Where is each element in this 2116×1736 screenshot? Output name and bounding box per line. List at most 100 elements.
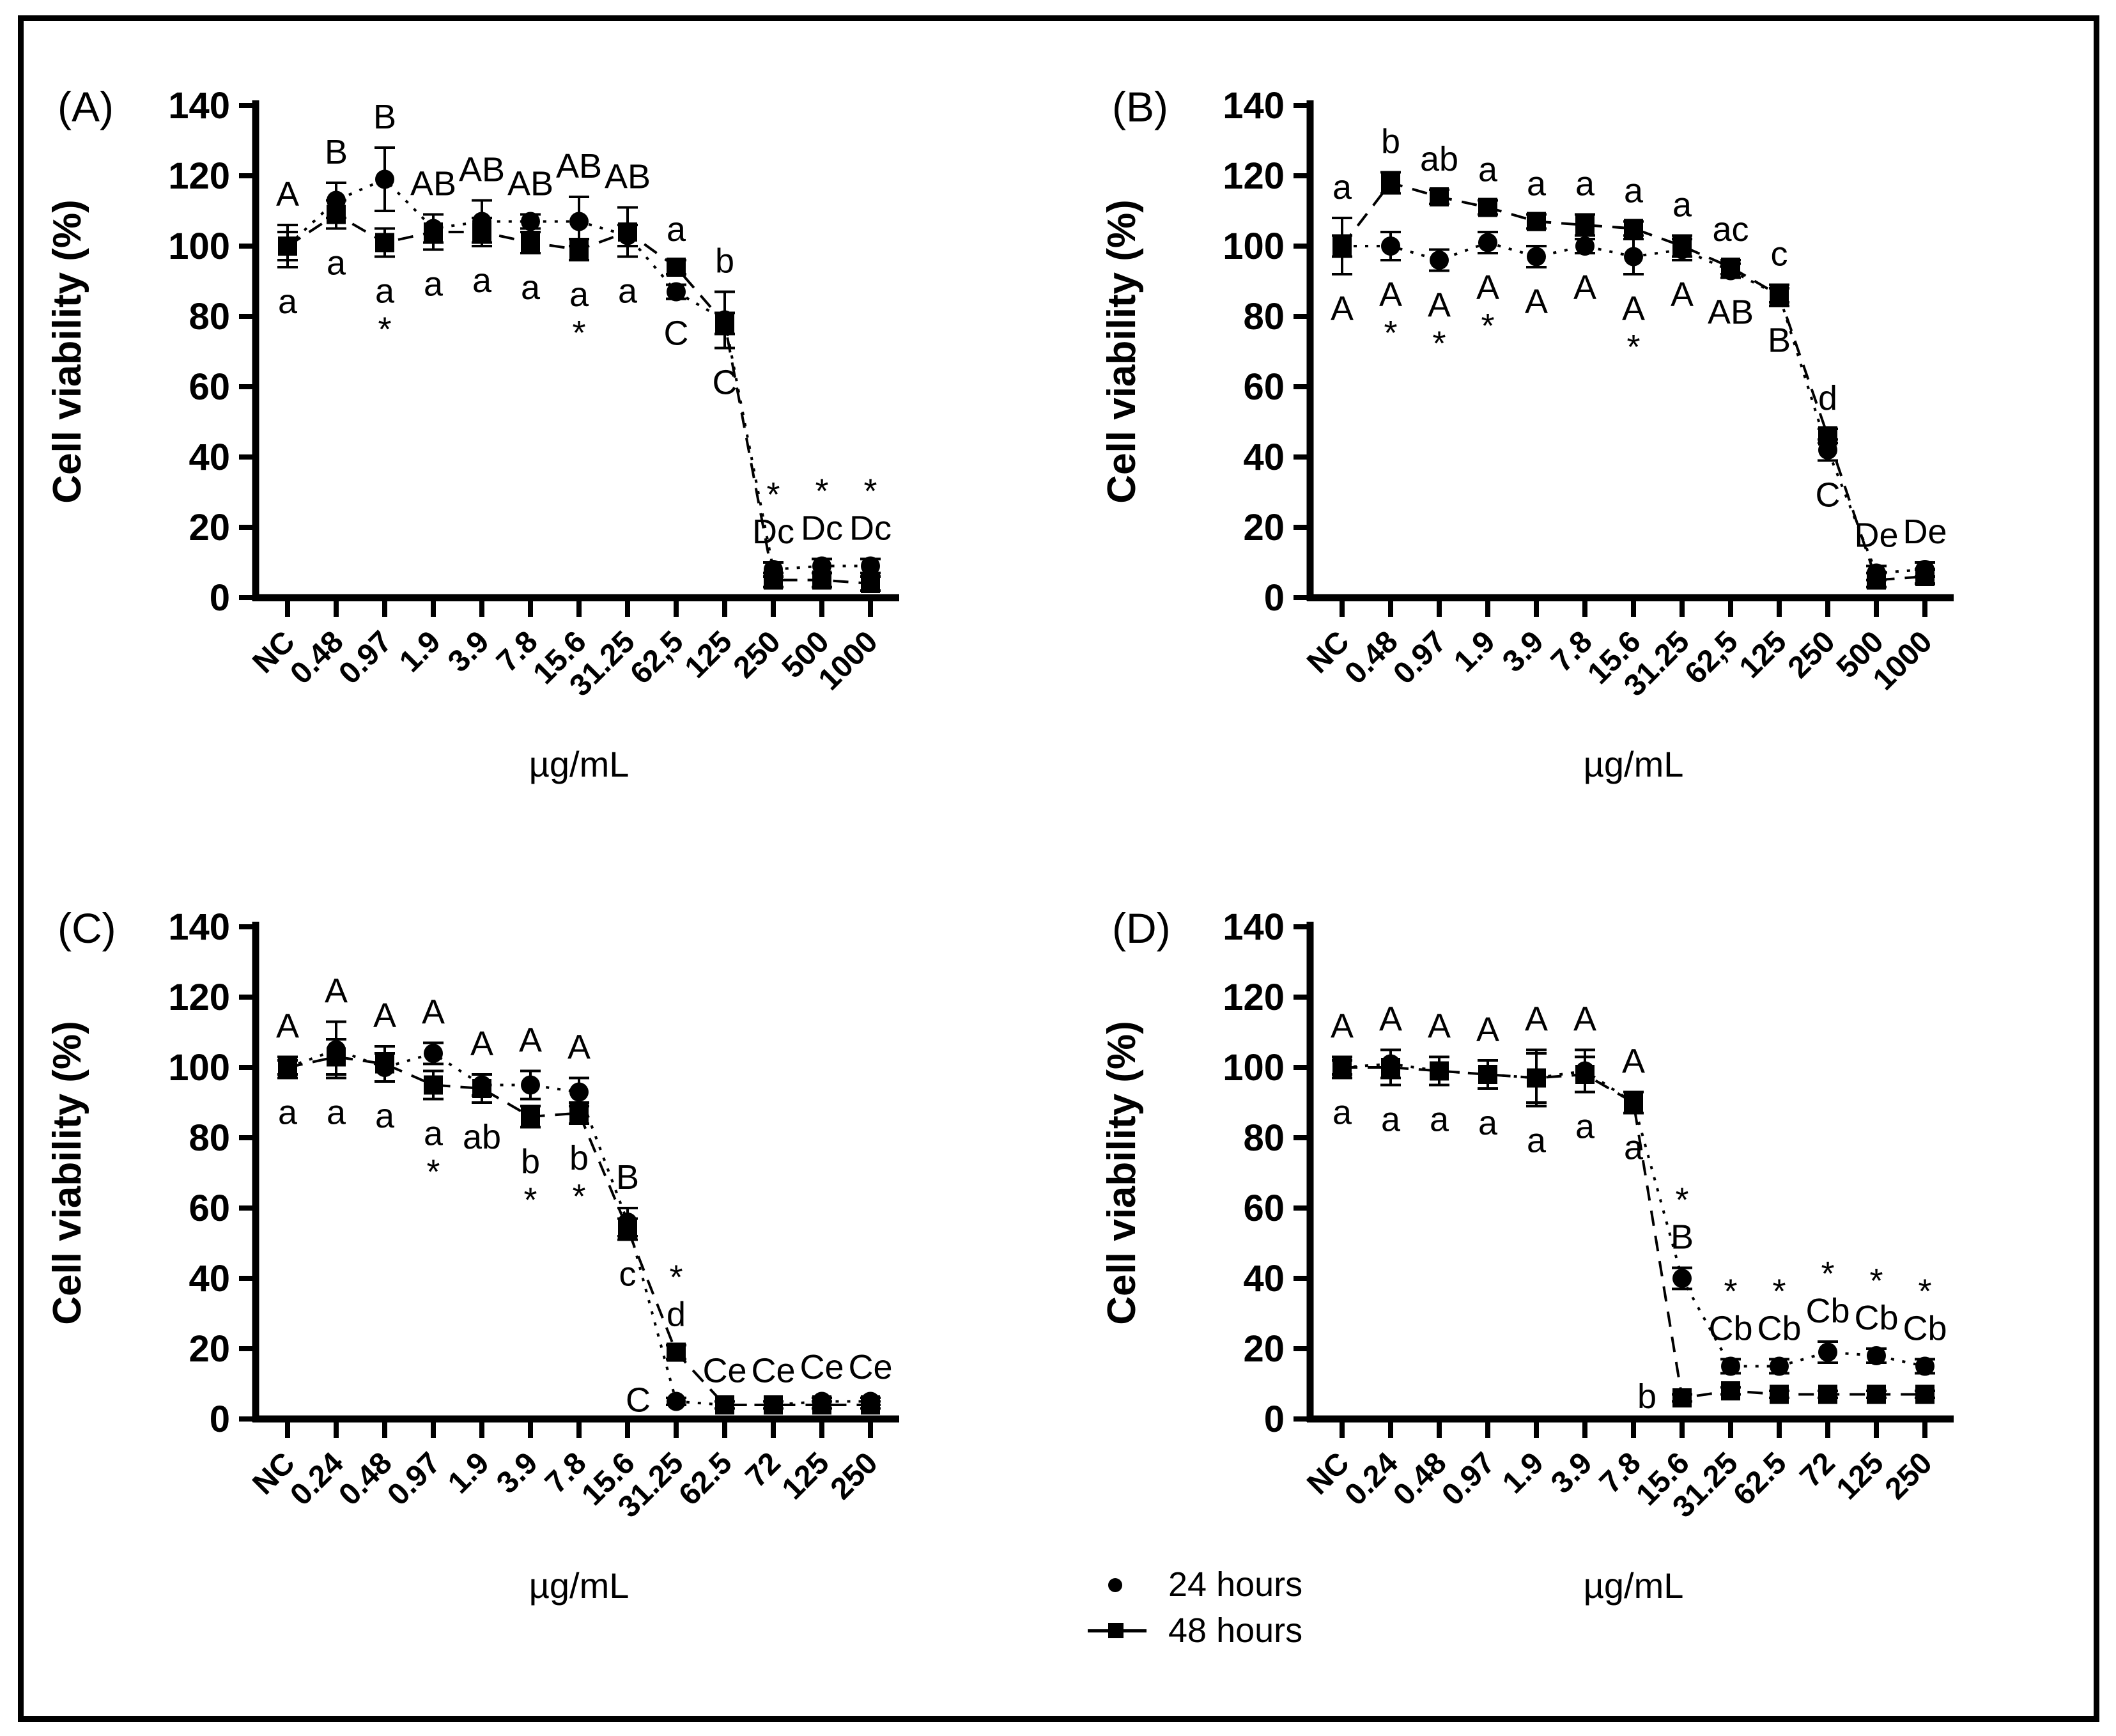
marker-square xyxy=(1332,1058,1352,1077)
annotation-below: A xyxy=(1428,286,1451,325)
x-axis-title: µg/mL xyxy=(1584,744,1684,784)
x-tick-label: 0.48 xyxy=(1338,624,1405,691)
marker-square xyxy=(1430,1061,1449,1081)
x-tick-label: 1.9 xyxy=(442,1446,496,1500)
marker-square xyxy=(375,233,394,252)
annotation-above: De xyxy=(1903,513,1947,551)
annotation-below: a xyxy=(424,265,444,304)
annotation-below: C xyxy=(1816,476,1841,515)
x-tick-label: 0.48 xyxy=(284,624,350,691)
annotation-below: C xyxy=(713,364,738,402)
marker-square xyxy=(618,1220,637,1239)
annotation-above: De xyxy=(1854,516,1898,555)
annotation-above: B xyxy=(1671,1218,1694,1257)
annotation-below: a xyxy=(1381,1101,1401,1139)
annotation-below: AB xyxy=(1708,293,1754,332)
y-tick-label: 40 xyxy=(1243,437,1285,478)
annotation-below: a xyxy=(278,1094,298,1132)
x-tick-label: 62,5 xyxy=(624,624,690,691)
annotation-above: * xyxy=(815,472,828,511)
annotation-above: * xyxy=(1918,1273,1931,1311)
x-tick-label: 0.97 xyxy=(332,624,399,691)
marker-circle xyxy=(1770,1356,1789,1376)
x-tick-label: 62.5 xyxy=(672,1446,739,1512)
marker-square xyxy=(1721,1381,1740,1400)
annotation-above: b xyxy=(715,242,734,281)
y-tick-label: 100 xyxy=(168,226,230,267)
annotation-above: b xyxy=(1381,123,1400,161)
y-tick-label: 60 xyxy=(1243,1188,1285,1229)
marker-square xyxy=(1672,1388,1692,1407)
annotation-above: c xyxy=(1771,235,1788,274)
annotation-above: A xyxy=(1476,1011,1499,1049)
x-tick-label: 125 xyxy=(679,624,739,685)
square-marker-icon xyxy=(1086,1621,1150,1640)
annotation-below: a xyxy=(327,1094,346,1132)
annotation-above: A xyxy=(1573,1000,1596,1039)
marker-square xyxy=(1527,212,1546,231)
y-tick-label: 120 xyxy=(168,977,230,1018)
annotation-above: d xyxy=(667,1296,686,1334)
annotation-above: Ce xyxy=(799,1348,844,1386)
annotation-above: A xyxy=(276,175,299,213)
x-tick-label: 3.9 xyxy=(1496,624,1550,679)
x-tick-label: 250 xyxy=(1782,624,1842,685)
annotation-below: A xyxy=(1573,268,1596,307)
marker-square xyxy=(327,1047,346,1067)
marker-square xyxy=(472,222,491,242)
annotation-above: a xyxy=(1575,165,1595,203)
annotation-above: a xyxy=(1527,165,1547,203)
annotation-below: a xyxy=(327,244,346,283)
annotation-below: a xyxy=(375,272,395,311)
legend: 24 hours 48 hours xyxy=(1086,1565,1302,1666)
marker-square xyxy=(569,1103,589,1123)
annotation-below: A xyxy=(1476,268,1499,307)
legend-label-24h: 24 hours xyxy=(1168,1565,1303,1604)
x-tick-label: 0.24 xyxy=(284,1446,350,1512)
x-tick-label: 0.97 xyxy=(1435,1446,1502,1512)
y-tick-label: 100 xyxy=(1223,1047,1285,1089)
panel-C: (C) 0 20 40 60 80 100 120 140 NC 0.24 0.48 0.97 1.9 3.… xyxy=(26,856,1061,1707)
marker-square xyxy=(424,222,443,242)
marker-square xyxy=(1770,1384,1789,1404)
x-tick-label: 0.48 xyxy=(332,1446,399,1512)
y-tick-label: 80 xyxy=(1243,296,1285,337)
annotation-above: Ce xyxy=(702,1352,746,1390)
marker-square xyxy=(278,236,297,256)
annotation-below: A xyxy=(1379,275,1402,314)
annotation-above: A xyxy=(1622,1042,1645,1081)
marker-circle xyxy=(424,1044,443,1063)
y-tick-label: 20 xyxy=(189,1328,230,1370)
annotation-below: a xyxy=(1332,1094,1352,1132)
panel-B: (B) 0 20 40 60 80 100 120 140 NC 0.48 0.97 1.9 3.9 7.8… xyxy=(1080,35,2115,885)
panel-A: (A) 0 20 40 60 80 100 120 140 NC 0.48 0.97 1.9 3.9 7.8… xyxy=(26,35,1061,885)
figure-border xyxy=(18,15,2099,1722)
y-tick-label: 0 xyxy=(1264,1399,1285,1440)
x-tick-label: 3.9 xyxy=(442,624,496,679)
annotation-above: Ce xyxy=(751,1352,795,1390)
annotation-above: * xyxy=(766,476,780,514)
y-tick-label: 140 xyxy=(1223,85,1285,127)
y-tick-label: 20 xyxy=(189,507,230,548)
y-tick-label: 140 xyxy=(168,85,230,127)
marker-circle xyxy=(569,1082,589,1102)
annotation-above: a xyxy=(1332,168,1352,206)
annotation-below: a xyxy=(1575,1108,1595,1146)
annotation-above: Cb xyxy=(1757,1310,1801,1348)
annotation-above: A xyxy=(422,993,445,1032)
annotation-above: Cb xyxy=(1708,1310,1752,1348)
panel-B-chart: (B)020406080100120140NC0.480.971.93.97.8… xyxy=(1100,83,1954,784)
marker-square xyxy=(1478,1065,1497,1084)
y-tick-label: 120 xyxy=(1223,155,1285,197)
marker-square xyxy=(424,1075,443,1095)
annotation-below: b xyxy=(569,1139,589,1177)
marker-square xyxy=(1381,173,1400,192)
y-tick-label: 20 xyxy=(1243,507,1285,548)
marker-square xyxy=(861,574,880,593)
annotation-above: Cb xyxy=(1854,1299,1898,1337)
panel-C-chart: (C)020406080100120140NC0.240.480.971.93.… xyxy=(45,904,899,1606)
marker-square xyxy=(375,1054,394,1074)
y-tick-label: 60 xyxy=(189,1188,230,1229)
annotation-below: a xyxy=(278,283,298,321)
annotation-below: ab xyxy=(463,1118,501,1156)
